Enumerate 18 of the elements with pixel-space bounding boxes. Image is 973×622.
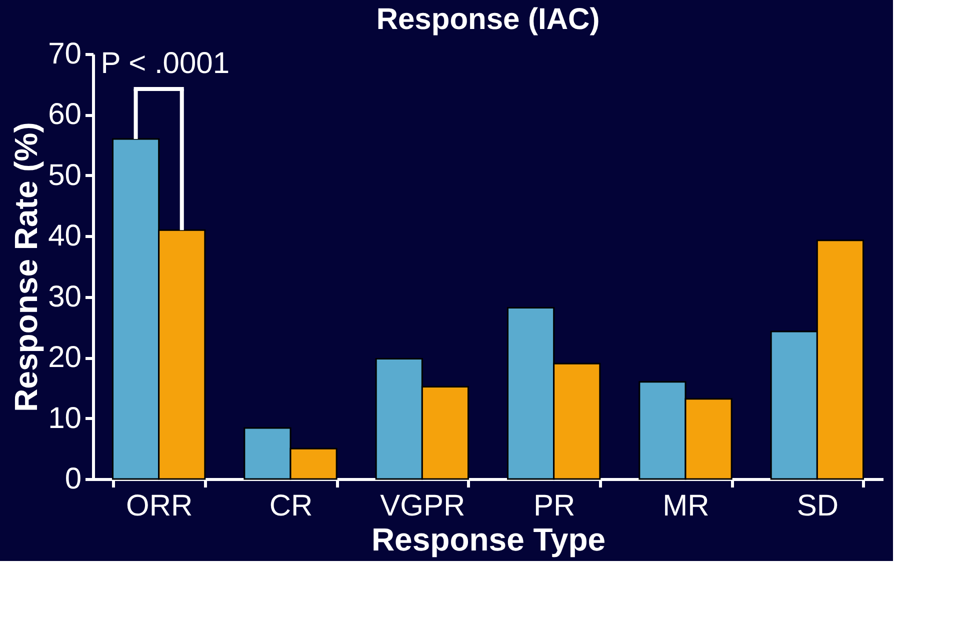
y-tick-label: 20 — [48, 341, 82, 374]
y-axis-title: Response Rate (%) — [8, 122, 44, 412]
y-tick-label: 10 — [48, 402, 82, 435]
x-tick-label: MR — [662, 490, 710, 522]
y-tick-label: 60 — [48, 98, 82, 132]
x-tick-label: ORR — [126, 490, 193, 522]
annotation: P < .0001 — [100, 47, 230, 80]
y-tick-label: 0 — [64, 462, 82, 496]
x-tick-label: CR — [269, 490, 313, 522]
x-tick-label: SD — [796, 490, 839, 522]
x-tick-label: PR — [533, 490, 576, 522]
chart-title: Response (IAC) — [376, 3, 600, 36]
y-tick-label: 40 — [48, 220, 82, 253]
y-tick-label: 70 — [48, 38, 82, 70]
y-tick-label: 30 — [48, 280, 82, 314]
y-tick-label: 50 — [48, 158, 82, 192]
x-axis-title: Response Type — [371, 522, 606, 558]
x-tick-label: VGPR — [380, 490, 466, 522]
